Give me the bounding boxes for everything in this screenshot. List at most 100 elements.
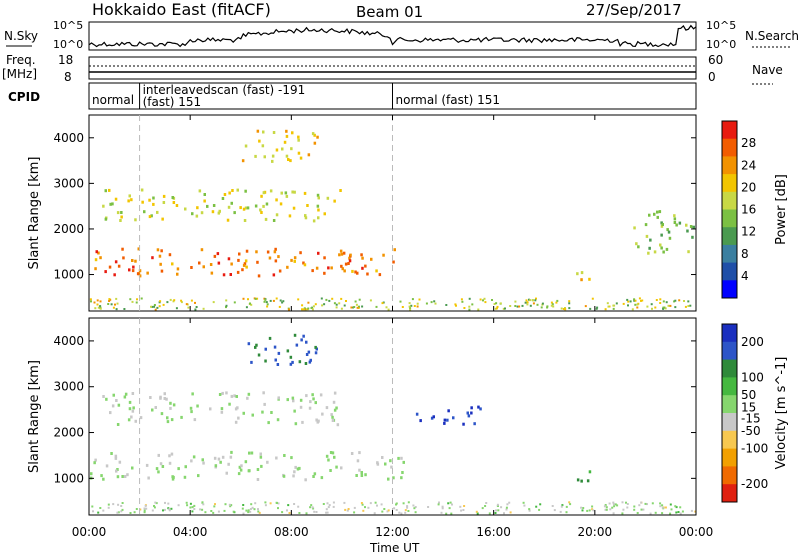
heatmap-cell xyxy=(112,306,115,309)
heatmap-cell xyxy=(528,508,531,511)
colorbar-swatch xyxy=(722,138,737,157)
heatmap-cell xyxy=(327,266,330,270)
heatmap-cell xyxy=(664,307,667,310)
heatmap-cell xyxy=(196,206,199,210)
heatmap-cell xyxy=(502,307,505,310)
heatmap-cell xyxy=(681,510,684,513)
heatmap-cell xyxy=(153,506,156,509)
heatmap-cell xyxy=(194,301,196,304)
heatmap-cell xyxy=(315,418,318,422)
heatmap-cell xyxy=(331,451,335,455)
heatmap-cell xyxy=(290,258,293,262)
heatmap-cell xyxy=(196,404,199,408)
heatmap-cell xyxy=(331,415,334,419)
heatmap-cell xyxy=(332,400,336,404)
heatmap-cell xyxy=(552,305,555,308)
heatmap-cell xyxy=(316,204,320,208)
heatmap-cell xyxy=(112,393,115,397)
heatmap-cell xyxy=(387,477,390,481)
heatmap-cell xyxy=(640,501,643,504)
heatmap-cell xyxy=(462,422,465,426)
heatmap-cell xyxy=(283,140,287,144)
heatmap-cell xyxy=(637,245,640,249)
heatmap-cell xyxy=(249,302,251,305)
heatmap-cell xyxy=(256,260,259,264)
heatmap-cell xyxy=(560,505,563,508)
heatmap-cell xyxy=(99,307,102,310)
heatmap-cell xyxy=(301,304,304,307)
heatmap-cell xyxy=(277,255,280,259)
heatmap-cell xyxy=(607,305,610,308)
heatmap-cell xyxy=(694,510,697,513)
heatmap-cell xyxy=(256,129,260,133)
heatmap-cell xyxy=(504,307,506,310)
heatmap-cell xyxy=(162,201,166,204)
heatmap-cell xyxy=(242,207,246,211)
heatmap-cell xyxy=(259,208,262,212)
heatmap-cell xyxy=(689,304,692,307)
heatmap-cell xyxy=(642,508,645,511)
heatmap-cell xyxy=(120,505,123,507)
heatmap-cell xyxy=(177,467,180,471)
heatmap-cell xyxy=(532,302,535,305)
heatmap-cell xyxy=(245,249,249,253)
x-tick-label: 20:00 xyxy=(578,525,613,539)
heatmap-cell xyxy=(91,505,94,508)
heatmap-cell xyxy=(595,307,598,310)
heatmap-cell xyxy=(249,510,252,513)
heatmap-cell xyxy=(272,273,276,277)
heatmap-cell xyxy=(189,502,192,505)
heatmap-cell xyxy=(340,252,344,256)
heatmap-cell xyxy=(467,414,471,418)
heatmap-cell xyxy=(325,454,329,458)
heatmap-cell xyxy=(659,243,662,247)
heatmap-cell xyxy=(316,193,320,197)
heatmap-cell xyxy=(108,298,111,301)
heatmap-cell xyxy=(622,302,625,305)
heatmap-cell xyxy=(289,362,293,366)
heatmap-cell xyxy=(383,508,386,510)
heatmap-cell xyxy=(115,399,118,402)
heatmap-cell xyxy=(265,202,269,206)
heatmap-cell xyxy=(172,201,176,204)
heatmap-cell xyxy=(130,415,133,419)
heatmap-cell xyxy=(278,305,281,308)
heatmap-cell xyxy=(283,454,286,457)
heatmap-cell xyxy=(132,265,135,269)
heatmap-cell xyxy=(404,511,407,514)
heatmap-cell xyxy=(292,206,296,210)
heatmap-cell xyxy=(410,304,413,307)
heatmap-cell xyxy=(115,297,118,300)
heatmap-cell xyxy=(291,396,295,400)
heatmap-cell xyxy=(495,307,498,310)
heatmap-cell xyxy=(427,506,430,508)
heatmap-cell xyxy=(102,395,105,398)
heatmap-cell xyxy=(382,301,385,304)
heatmap-cell xyxy=(553,509,556,512)
heatmap-cell xyxy=(584,305,587,308)
heatmap-cell xyxy=(287,158,290,161)
heatmap-cell xyxy=(147,476,150,480)
heatmap-cell xyxy=(180,301,183,304)
heatmap-cell xyxy=(576,272,579,276)
heatmap-cell xyxy=(153,304,156,306)
heatmap-cell xyxy=(190,266,193,269)
heatmap-cell xyxy=(488,512,491,515)
heatmap-cell xyxy=(233,394,236,398)
heatmap-cell xyxy=(241,507,244,510)
heatmap-cell xyxy=(561,504,564,507)
heatmap-cell xyxy=(176,267,180,271)
heatmap-cell xyxy=(143,210,146,214)
heatmap-cell xyxy=(160,249,163,253)
heatmap-cell xyxy=(94,307,97,310)
heatmap-cell xyxy=(656,210,659,214)
panel-frame xyxy=(88,114,697,312)
heatmap-cell xyxy=(268,256,272,260)
heatmap-cell xyxy=(263,300,266,303)
heatmap-cell xyxy=(668,236,672,240)
heatmap-cell xyxy=(384,462,387,466)
colorbar-frame xyxy=(721,323,738,503)
heatmap-cell xyxy=(568,302,571,305)
heatmap-cell xyxy=(260,194,263,198)
heatmap-cell xyxy=(482,299,484,302)
